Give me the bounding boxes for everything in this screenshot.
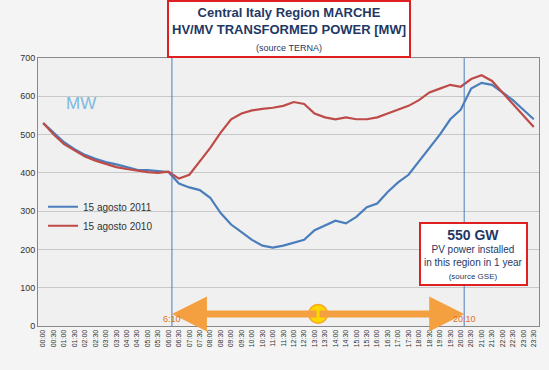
svg-text:200: 200 [20,245,35,255]
svg-text:13:00: 13:00 [311,330,318,348]
svg-text:12:00: 12:00 [290,330,297,348]
svg-text:12:30: 12:30 [300,330,307,348]
svg-text:18:00: 18:00 [415,330,422,348]
svg-text:05:30: 05:30 [154,330,161,348]
svg-text:10:00: 10:00 [248,330,255,348]
svg-text:0: 0 [30,321,35,331]
svg-text:01:30: 01:30 [71,330,78,348]
svg-text:400: 400 [20,168,35,178]
svg-text:15 agosto 2011: 15 agosto 2011 [83,202,152,213]
svg-text:22:00: 22:00 [499,330,506,348]
svg-text:14:00: 14:00 [332,330,339,348]
svg-text:21:00: 21:00 [478,330,485,348]
svg-text:21:30: 21:30 [488,330,495,348]
svg-text:14:30: 14:30 [342,330,349,348]
svg-text:07:00: 07:00 [186,330,193,348]
svg-text:20:30: 20:30 [467,330,474,348]
svg-text:08:00: 08:00 [206,330,213,348]
svg-text:20:00: 20:00 [457,330,464,348]
svg-text:11:00: 11:00 [269,330,276,347]
svg-text:02:00: 02:00 [81,330,88,348]
svg-text:06:00: 06:00 [165,330,172,348]
svg-text:17:30: 17:30 [405,330,412,348]
svg-text:15 agosto 2010: 15 agosto 2010 [83,221,152,232]
svg-text:16:30: 16:30 [384,330,391,348]
svg-text:01:00: 01:00 [60,330,67,348]
svg-text:20:10: 20:10 [453,314,476,324]
svg-text:700: 700 [20,53,35,63]
svg-text:19:30: 19:30 [447,330,454,348]
svg-text:02:30: 02:30 [92,330,99,348]
svg-text:22:30: 22:30 [509,330,516,348]
svg-text:06:30: 06:30 [175,330,182,348]
svg-text:00:30: 00:30 [50,330,57,348]
svg-text:MW: MW [66,94,96,113]
svg-text:23:00: 23:00 [520,330,527,348]
svg-text:05:00: 05:00 [144,330,151,348]
svg-text:17:00: 17:00 [394,330,401,348]
svg-text:500: 500 [20,130,35,140]
svg-text:13:30: 13:30 [321,330,328,348]
svg-text:300: 300 [20,206,35,216]
svg-text:550 GWPV power installedin thi: 550 GWPV power installedin this region i… [424,227,523,281]
svg-text:Central Italy Region MARCHEHV/: Central Italy Region MARCHEHV/MV TRANSFO… [172,5,406,53]
svg-text:600: 600 [20,91,35,101]
svg-text:04:30: 04:30 [133,330,140,348]
svg-text:16:00: 16:00 [373,330,380,348]
svg-text:15:00: 15:00 [353,330,360,348]
svg-text:6:10: 6:10 [163,314,181,324]
svg-text:100: 100 [20,283,35,293]
svg-text:09:30: 09:30 [238,330,245,348]
svg-text:07:30: 07:30 [196,330,203,348]
svg-text:10:30: 10:30 [259,330,266,348]
svg-text:19:00: 19:00 [436,330,443,348]
svg-text:08:30: 08:30 [217,330,224,348]
svg-text:00:00: 00:00 [39,330,46,348]
svg-text:18:30: 18:30 [426,330,433,348]
svg-text:11:30: 11:30 [280,330,287,347]
svg-text:23:30: 23:30 [530,330,537,348]
svg-text:04:00: 04:00 [123,330,130,348]
svg-text:03:30: 03:30 [113,330,120,348]
svg-text:09:00: 09:00 [227,330,234,348]
svg-text:03:00: 03:00 [102,330,109,348]
svg-text:15:30: 15:30 [363,330,370,348]
